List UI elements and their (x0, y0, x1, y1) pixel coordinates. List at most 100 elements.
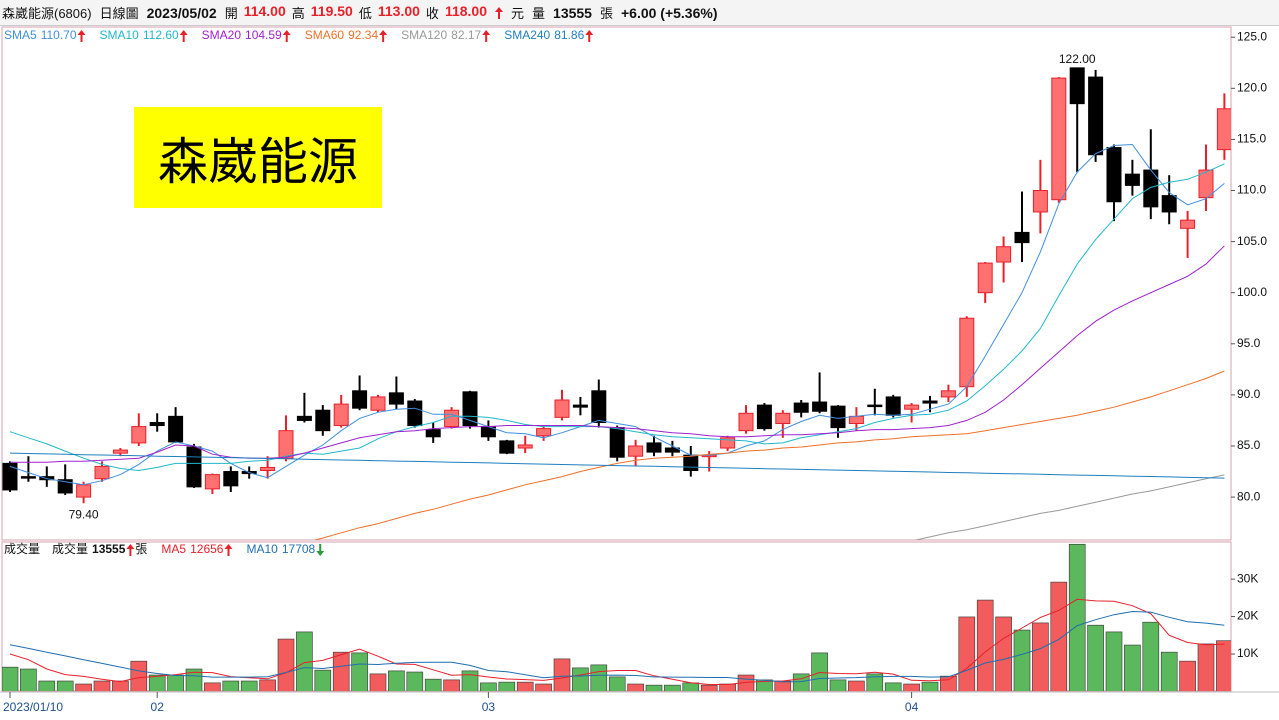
legend-text: 104.59 (245, 28, 282, 42)
candle-body (554, 399, 570, 418)
volume-bar (1013, 629, 1031, 691)
ma-line (9, 598, 1225, 685)
axes: 125.0 120.0 115.0 110.0 105.0 100.0 95.0 90.0 85… (3, 28, 1267, 714)
volume-bar (848, 680, 865, 691)
candle-body (1051, 77, 1067, 201)
volume-bar (1068, 543, 1086, 691)
candle-body (186, 446, 202, 488)
volume-bar (921, 681, 939, 691)
candle-body (333, 403, 349, 427)
candle-body (977, 262, 993, 294)
candle-body (848, 415, 864, 425)
volume-bar (2, 666, 19, 691)
candle-body (1014, 231, 1030, 244)
candle-body (260, 466, 276, 472)
volume-bar (1124, 644, 1141, 691)
volume-bar (1179, 660, 1196, 691)
candle-body (1106, 147, 1122, 203)
candle-body (940, 390, 956, 398)
ma-line (913, 474, 1225, 540)
stock-name: 森崴能源(6806) (2, 6, 92, 21)
trend-arrow (282, 30, 291, 42)
y-tick-label: 120.0 (1237, 80, 1267, 94)
volume-bar (369, 673, 387, 691)
field-label: 收 (425, 6, 439, 21)
volume-bar (406, 671, 424, 691)
title-box: 森崴能源 (134, 107, 382, 208)
volume-bar (130, 660, 148, 691)
volume-bar (866, 673, 884, 691)
candle-body (720, 437, 736, 449)
volume-bar (314, 669, 332, 691)
legend-text: 13555 (92, 542, 126, 556)
volume-bar (332, 651, 350, 691)
trend-arrow (585, 30, 594, 42)
volume-bar (259, 679, 276, 691)
candle-body (149, 421, 165, 427)
legend-text: 成交量 (4, 541, 40, 556)
volume-bar (277, 638, 295, 691)
candle-body (885, 396, 901, 416)
candle-body (904, 404, 920, 410)
candle-body (425, 429, 441, 438)
candle-body (407, 400, 423, 427)
candle-body (756, 404, 772, 430)
trend-arrow (316, 544, 325, 556)
header-bar: 森崴能源(6806) 日線圖 2023/05/02 開 114.00 高 119.50… (0, 0, 1279, 26)
volume-bar (204, 682, 221, 691)
candle-body (278, 430, 294, 459)
volume-bar (774, 680, 792, 691)
y-tick-label: 10K (1237, 646, 1258, 660)
legend-text: 張 (135, 542, 147, 556)
chart-kind: 日線圖 (99, 6, 139, 21)
candle-body (1069, 67, 1085, 105)
volume-bar (958, 616, 976, 691)
legend-text: 成交量 (52, 541, 88, 556)
x-tick-label: 02 (151, 700, 165, 714)
candle-body (112, 449, 128, 454)
legend-text: MA5 (161, 542, 186, 556)
field-value: 113.00 (377, 3, 420, 19)
volume-bar (75, 683, 92, 691)
volume-bar (240, 680, 258, 691)
x-tick-label: 04 (905, 700, 919, 714)
field-label: 低 (358, 6, 372, 21)
candle-body (1032, 190, 1048, 213)
volume-bar (976, 599, 994, 691)
candle-body (1198, 169, 1214, 199)
candle-body (1161, 195, 1177, 213)
volume-unit: 張 (599, 6, 613, 21)
candle-body (591, 390, 607, 423)
volume-bar (1160, 651, 1178, 691)
field-label: 高 (291, 6, 305, 21)
candle-body (536, 428, 552, 437)
volume-bar (38, 680, 56, 691)
y-tick-label: 90.0 (1237, 387, 1261, 401)
volume-bar (498, 681, 516, 691)
candle-body (830, 405, 846, 429)
legend-text: SMA5 (4, 28, 37, 42)
y-tick-label: 85.0 (1237, 438, 1261, 452)
legend-text: SMA20 (202, 28, 242, 42)
legend-text: 81.86 (554, 28, 584, 42)
field-value: 114.00 (243, 3, 286, 19)
candle-body (388, 392, 404, 405)
candle-body (370, 396, 386, 411)
candle-body (352, 390, 368, 409)
volume-label: 量 (532, 6, 546, 21)
price-plot (2, 67, 1231, 540)
volume-bar (388, 670, 405, 691)
volume-bar (1197, 643, 1215, 691)
volume-bar (1087, 624, 1104, 691)
y-tick-label: 115.0 (1237, 132, 1266, 146)
x-tick-label: 03 (482, 700, 496, 714)
candle-body (315, 409, 331, 432)
y-tick-label: 80.0 (1237, 489, 1261, 503)
up-arrow (495, 6, 503, 19)
volume-bar (995, 616, 1012, 691)
date: 2023/05/02 (146, 4, 217, 21)
volume-bar (829, 679, 847, 691)
volume-bar (56, 680, 74, 691)
